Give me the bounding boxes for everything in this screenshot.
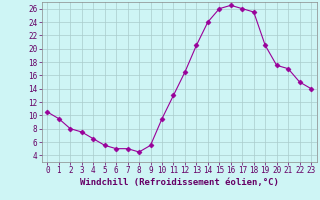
X-axis label: Windchill (Refroidissement éolien,°C): Windchill (Refroidissement éolien,°C) xyxy=(80,178,279,187)
